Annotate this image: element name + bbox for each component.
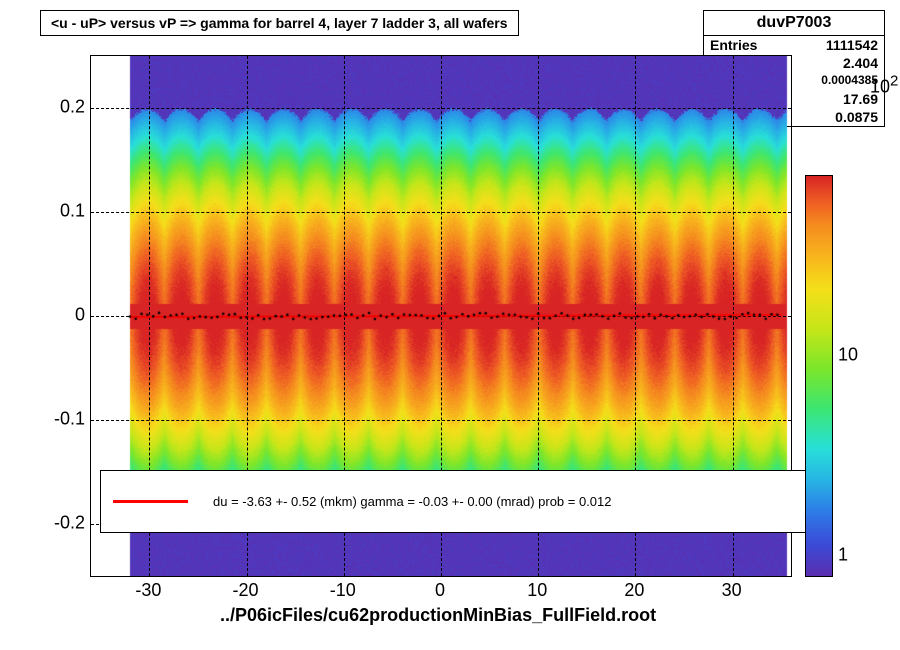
x-axis-label: ../P06icFiles/cu62productionMinBias_Full… — [220, 605, 656, 626]
fit-legend-box: du = -3.63 +- 0.52 (mkm) gamma = -0.03 +… — [100, 470, 806, 533]
y-tick-label: -0.2 — [35, 513, 85, 534]
stats-value: 1111542 — [826, 37, 878, 53]
stats-name: duvP7003 — [704, 11, 884, 36]
y-tick-label: -0.1 — [35, 409, 85, 430]
x-tick-label: 20 — [624, 580, 644, 601]
x-tick-label: -30 — [135, 580, 161, 601]
colorbar-tick-label: 10 — [838, 345, 858, 366]
x-tick-label: 10 — [527, 580, 547, 601]
stats-row-entries: Entries 1111542 — [704, 36, 884, 54]
plot-title: <u - uP> versus vP => gamma for barrel 4… — [40, 10, 519, 36]
fit-line-sample — [113, 500, 188, 503]
colorbar-tick-label: 102 — [870, 73, 898, 98]
x-tick-label: 30 — [722, 580, 742, 601]
stats-value: 0.0875 — [835, 109, 878, 125]
stats-label: Entries — [710, 37, 757, 53]
x-tick-label: -10 — [330, 580, 356, 601]
fit-text: du = -3.63 +- 0.52 (mkm) gamma = -0.03 +… — [213, 494, 612, 509]
y-tick-label: 0.2 — [35, 97, 85, 118]
y-tick-label: 0.1 — [35, 201, 85, 222]
x-tick-label: -20 — [233, 580, 259, 601]
stats-value: 2.404 — [843, 55, 878, 71]
colorbar — [805, 175, 833, 577]
y-tick-label: 0 — [35, 305, 85, 326]
x-tick-label: 0 — [435, 580, 445, 601]
colorbar-tick-label: 1 — [838, 545, 848, 566]
